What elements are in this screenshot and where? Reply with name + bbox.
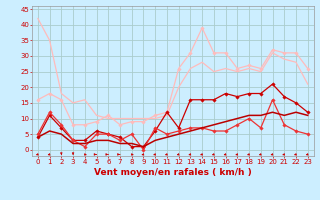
X-axis label: Vent moyen/en rafales ( km/h ): Vent moyen/en rafales ( km/h ) — [94, 168, 252, 177]
